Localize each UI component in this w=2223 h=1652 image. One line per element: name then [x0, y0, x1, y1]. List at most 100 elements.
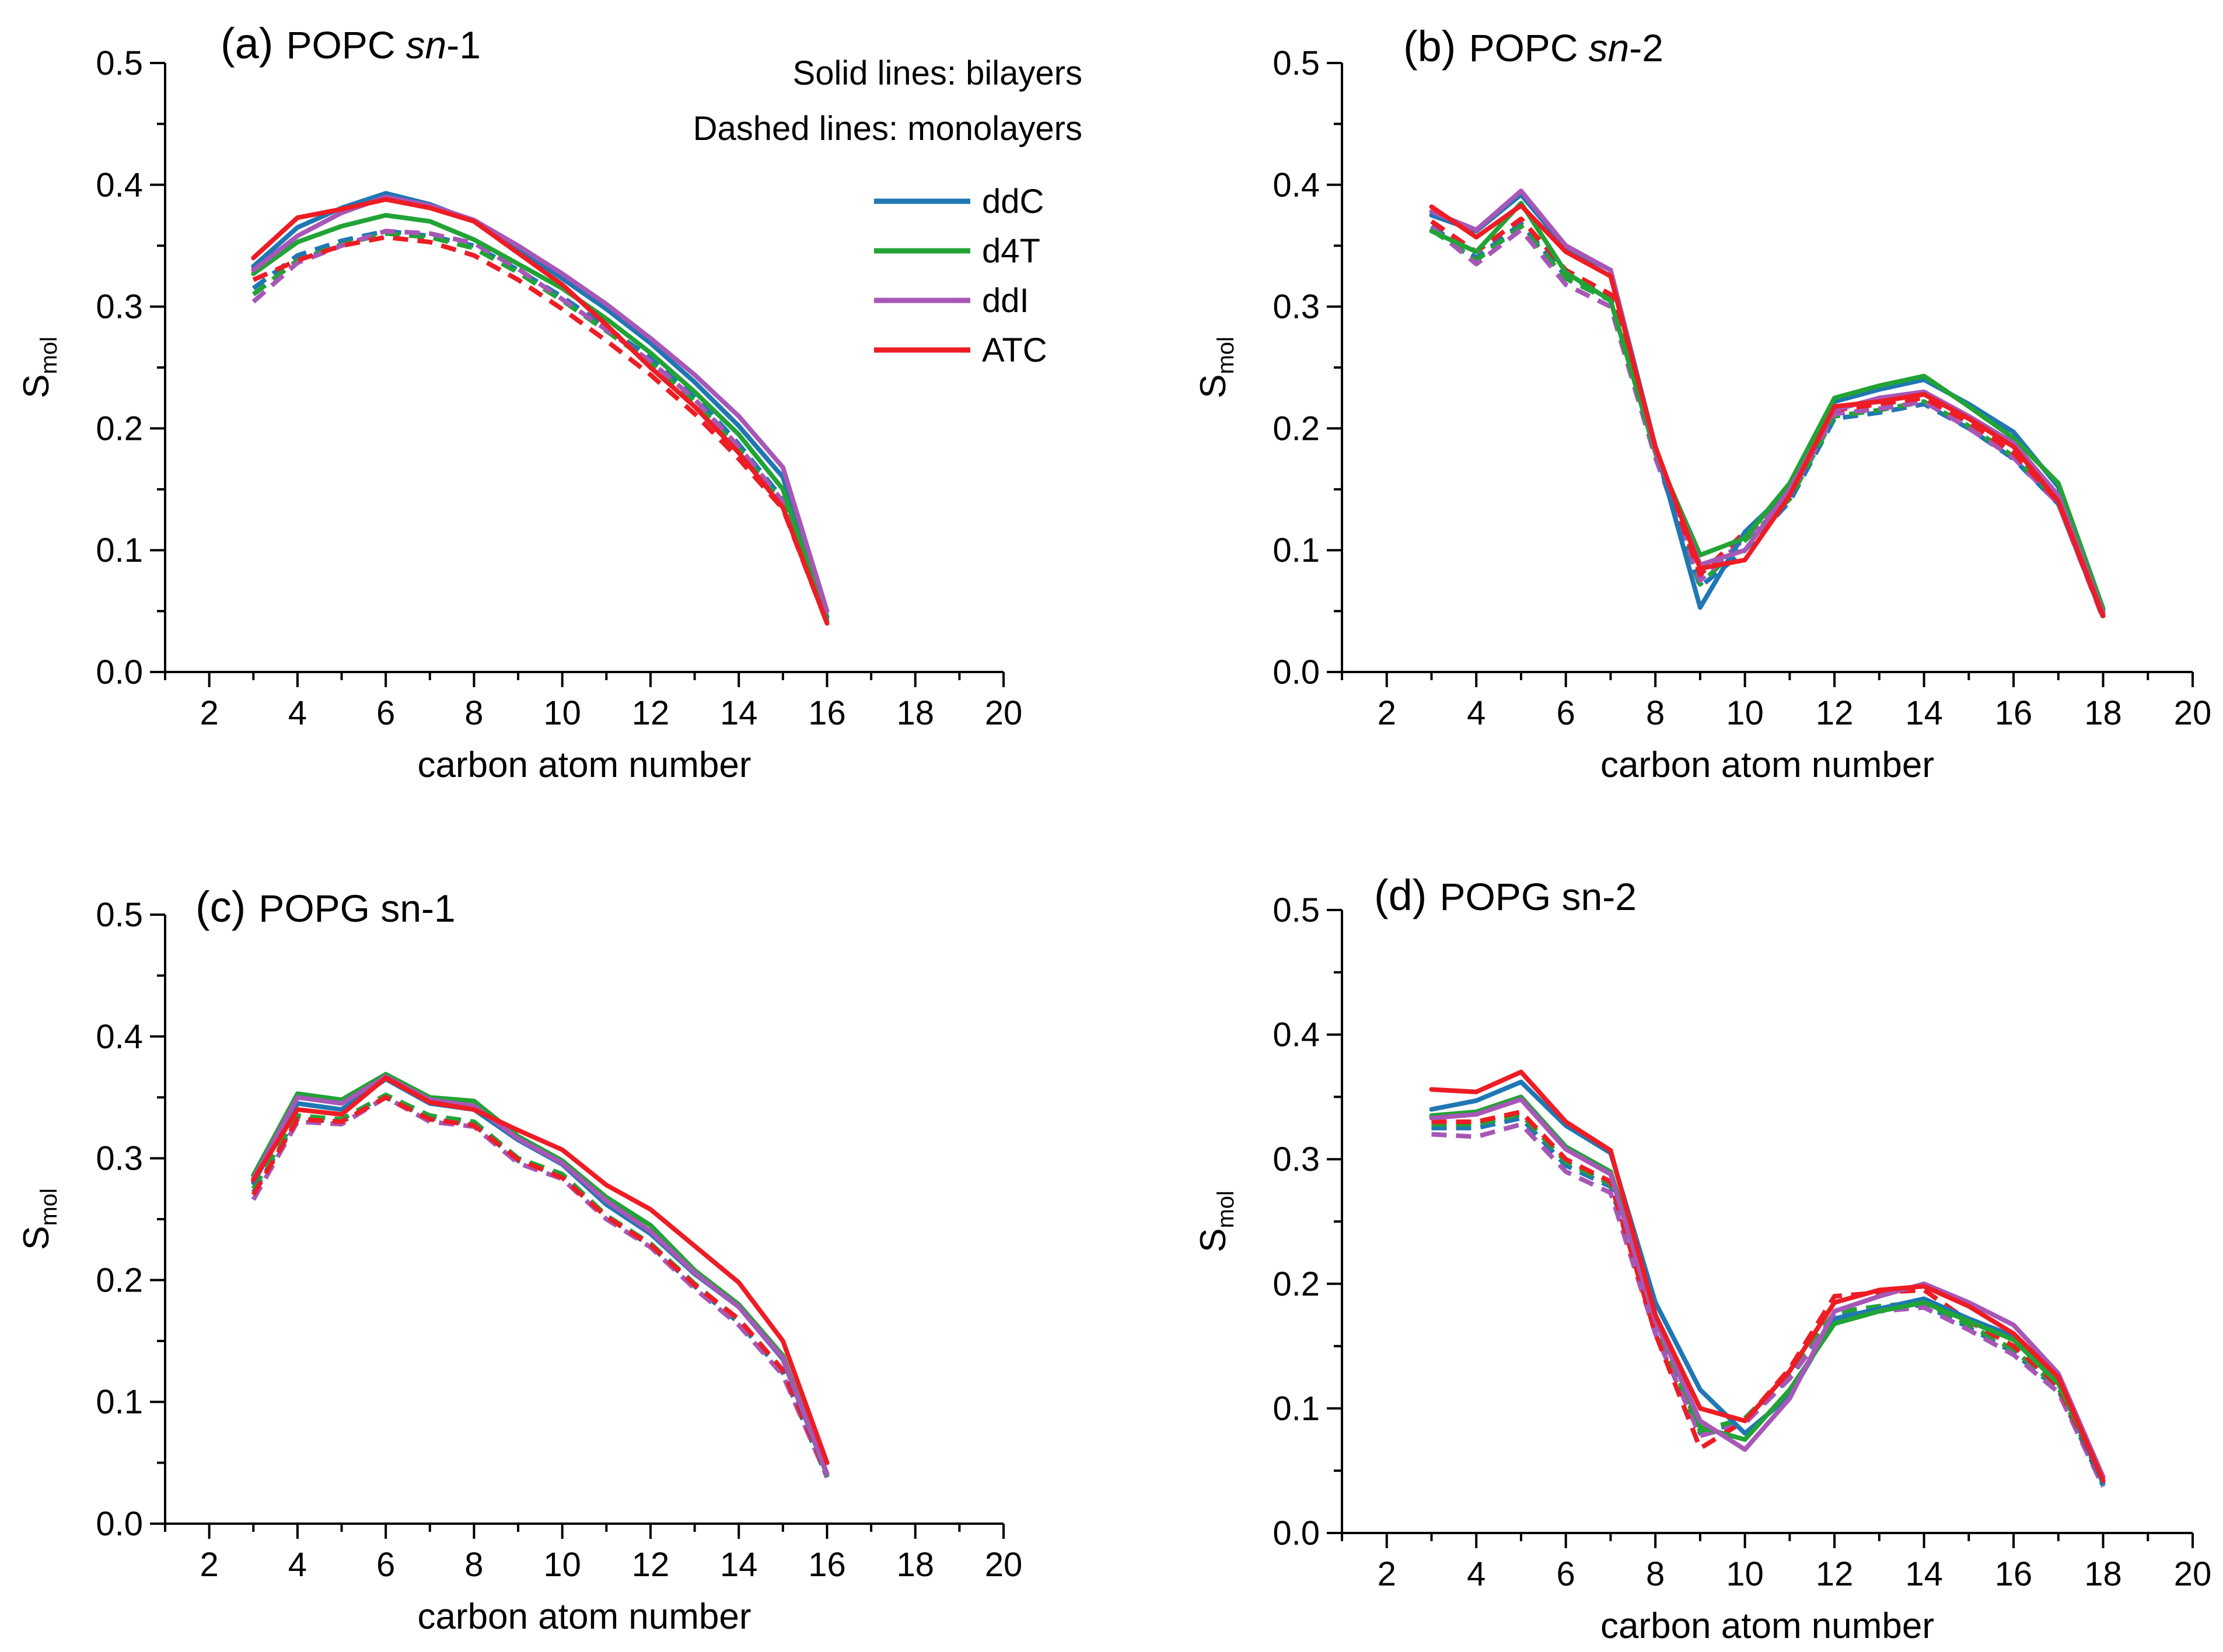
x-tick-label-c: 4	[288, 1546, 307, 1584]
x-tick-label-c: 20	[985, 1546, 1023, 1584]
x-tick-label-a: 18	[896, 694, 934, 732]
series-atc-bilayer-line-b	[1429, 203, 2106, 618]
y-axis-label-sub-c: mol	[36, 1188, 62, 1226]
series-atc-monolayer-line-a	[252, 235, 830, 624]
y-tick-label-a: 0.5	[96, 44, 143, 82]
x-tick-label-c: 6	[376, 1546, 395, 1584]
y-tick-label-d: 0.5	[1273, 891, 1320, 929]
x-axis-label-b: carbon atom number	[1600, 745, 1934, 785]
series-d4t-bilayer-line-b	[1429, 201, 2106, 611]
y-axis-label-a: Smol	[16, 337, 62, 398]
y-tick-label-d: 0.4	[1273, 1016, 1320, 1054]
legend: Solid lines: bilayers Dashed lines: monol…	[693, 54, 1082, 369]
y-tick-label-c: 0.1	[96, 1383, 143, 1421]
series-atc-bilayer-line-c	[251, 1075, 830, 1465]
series-ddc-monolayer-line-b	[1430, 221, 2106, 618]
panel-c: 2 4 6 8 10 12 14 16 18 20 0.0 0.1 0.2 0.3 0.4 0.5 carbon…	[16, 883, 1022, 1637]
legend-label-d4t: d4T	[982, 232, 1040, 270]
x-tick-label-b: 12	[1816, 694, 1854, 732]
x-tick-label-c: 12	[632, 1546, 670, 1584]
x-tick-label-b: 10	[1726, 694, 1764, 732]
x-tick-label-d: 10	[1726, 1555, 1764, 1593]
panel-title-main-a: POPC	[286, 23, 395, 66]
series-ddi-bilayer-line-a	[251, 194, 830, 614]
panel-d: 2 4 6 8 10 12 14 16 18 20 0.0 0.1 0.2 0.3 0.4 0.5 carbon…	[1193, 871, 2211, 1646]
x-tick-label-d: 8	[1646, 1555, 1665, 1593]
series-atc-monolayer-line-c	[251, 1095, 830, 1476]
panel-letter-d: (d)	[1374, 871, 1427, 919]
x-tick-label-b: 18	[2084, 694, 2122, 732]
y-tick-label-c: 0.3	[96, 1140, 143, 1178]
series-atc-bilayer-line-d	[1429, 1069, 2106, 1483]
x-tick-label-b: 8	[1646, 694, 1665, 732]
series-d4t-bilayer-line-a	[251, 213, 830, 624]
y-axis-label-c: Smol	[16, 1188, 62, 1250]
x-tick-label-a: 2	[200, 694, 218, 732]
x-axis-label-c: carbon atom number	[417, 1597, 751, 1637]
y-tick-label-b: 0.0	[1273, 653, 1320, 691]
y-axis-label-sub-d: mol	[1213, 1191, 1239, 1228]
panel-title-suffix-a: -1	[446, 23, 481, 66]
y-tick-label-a: 0.0	[96, 653, 143, 691]
x-tick-label-c: 16	[808, 1546, 846, 1584]
panel-letter-c: (c)	[195, 883, 246, 931]
series-ddi-bilayer-line-b	[1429, 188, 2106, 616]
y-tick-label-b: 0.4	[1273, 166, 1320, 204]
panel-title-italic-b: sn	[1589, 26, 1630, 69]
y-axis-label-b: Smol	[1193, 337, 1239, 398]
series-ddi-bilayer-line-d	[1429, 1097, 2106, 1479]
panel-title-c: (c) POPG sn-1	[195, 883, 456, 931]
panel-title-d: (d) POPG sn-2	[1374, 871, 1637, 919]
x-tick-label-d: 14	[1905, 1555, 1943, 1593]
legend-note-solid: Solid lines: bilayers	[793, 54, 1082, 92]
y-axis-label-main-d: S	[1193, 1228, 1233, 1252]
x-tick-label-a: 20	[985, 694, 1023, 732]
y-tick-label-b: 0.1	[1273, 531, 1320, 569]
x-tick-label-c: 2	[200, 1546, 218, 1584]
x-tick-label-d: 20	[2174, 1555, 2212, 1593]
panel-title-main-c: POPG sn-1	[258, 887, 455, 930]
x-tick-label-b: 16	[1995, 694, 2033, 732]
x-tick-label-d: 12	[1816, 1555, 1854, 1593]
x-tick-label-b: 6	[1557, 694, 1575, 732]
y-axis-label-main-a: S	[16, 374, 57, 398]
panel-a: 2 4 6 8 10 12 14 16 18 20 0.0 0.1 0.2 0.3 0.4 0.5 carbon…	[16, 19, 1022, 785]
x-tick-label-a: 6	[376, 694, 395, 732]
x-tick-label-d: 6	[1557, 1555, 1575, 1593]
series-d4t-bilayer-line-d	[1429, 1094, 2106, 1479]
y-tick-label-a: 0.3	[96, 288, 143, 326]
series-atc-monolayer-line-b	[1430, 216, 2106, 618]
panel-title-suffix-b: -2	[1629, 26, 1663, 69]
x-tick-label-a: 10	[543, 694, 581, 732]
y-axis-label-main-b: S	[1193, 374, 1233, 398]
y-tick-label-c: 0.2	[96, 1261, 143, 1299]
y-tick-label-a: 0.2	[96, 410, 143, 447]
x-tick-label-b: 2	[1378, 694, 1396, 732]
panel-letter-b: (b)	[1403, 22, 1456, 71]
y-axis-label-sub-b: mol	[1213, 337, 1239, 374]
y-tick-label-b: 0.2	[1273, 410, 1320, 447]
y-tick-label-c: 0.4	[96, 1018, 143, 1056]
x-tick-label-d: 2	[1378, 1555, 1396, 1593]
x-tick-label-c: 8	[464, 1546, 483, 1584]
legend-label-atc: ATC	[982, 331, 1047, 369]
panel-b: 2 4 6 8 10 12 14 16 18 20 0.0 0.1 0.2 0.3 0.4 0.5 carbon…	[1193, 22, 2211, 785]
series-ddi-monolayer-line-a	[251, 229, 830, 622]
legend-label-ddc: ddC	[982, 183, 1044, 220]
panel-title-a: (a) POPC sn-1	[221, 19, 481, 68]
series-d4t-monolayer-line-d	[1431, 1112, 2106, 1485]
panel-title-b: (b) POPC sn-2	[1403, 22, 1663, 71]
y-tick-label-c: 0.0	[96, 1505, 143, 1543]
x-tick-label-b: 4	[1467, 694, 1486, 732]
x-tick-label-d: 4	[1467, 1555, 1486, 1593]
series-ddc-monolayer-line-d	[1431, 1115, 2106, 1487]
y-tick-label-d: 0.0	[1273, 1514, 1320, 1552]
y-tick-label-d: 0.2	[1273, 1265, 1320, 1303]
y-tick-label-b: 0.3	[1273, 288, 1320, 326]
y-tick-label-a: 0.1	[96, 531, 143, 569]
series-d4t-monolayer-line-b	[1430, 223, 2106, 617]
x-tick-label-a: 14	[720, 694, 758, 732]
series-ddi-monolayer-line-d	[1431, 1122, 2106, 1488]
legend-label-ddi: ddI	[982, 282, 1029, 320]
